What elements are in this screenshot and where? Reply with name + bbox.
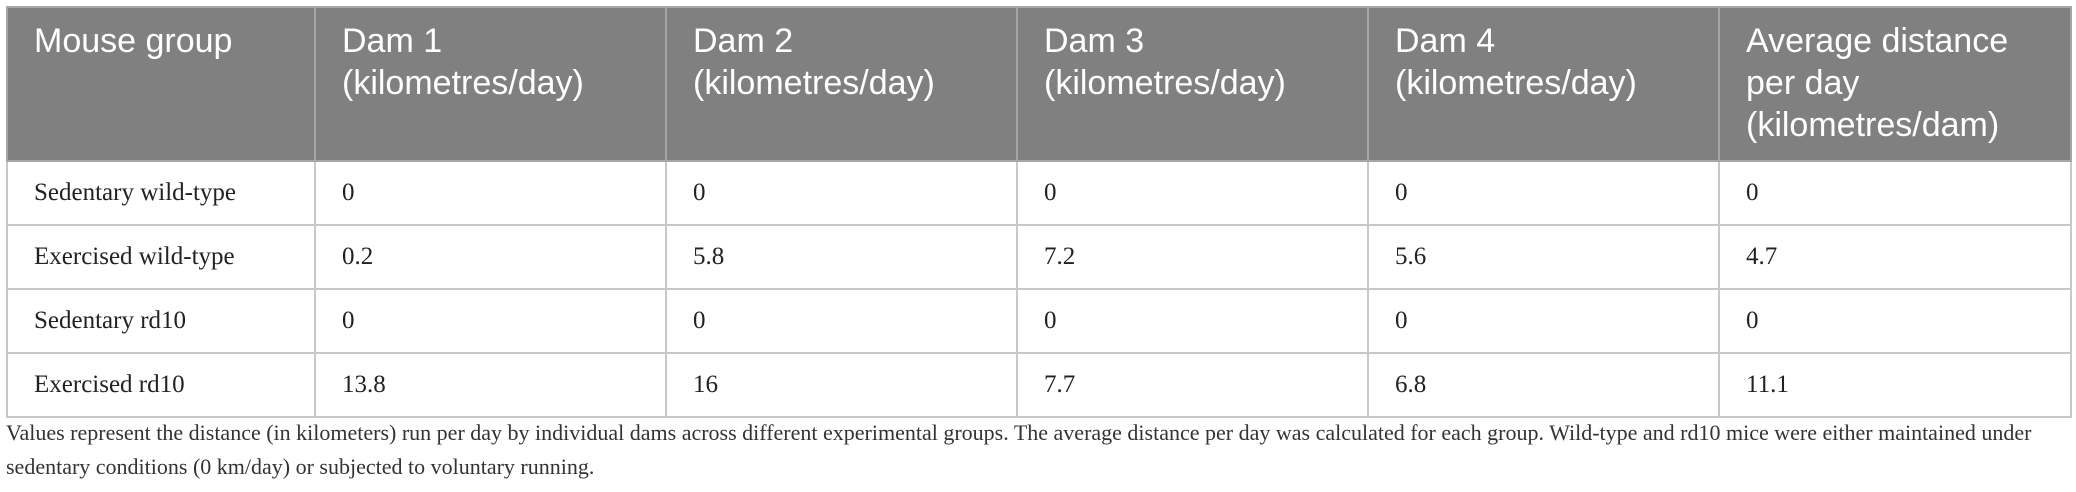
table-row: Exercised wild-type 0.2 5.8 7.2 5.6 4.7 xyxy=(6,224,2072,290)
value-cell: 0 xyxy=(1718,288,2072,354)
header-row: Mouse group Dam 1 (kilometres/day) Dam 2… xyxy=(6,6,2072,162)
value-cell: 0 xyxy=(314,160,667,226)
data-table: Mouse group Dam 1 (kilometres/day) Dam 2… xyxy=(6,6,2072,418)
value-cell: 7.2 xyxy=(1016,224,1369,290)
table-row: Sedentary rd10 0 0 0 0 0 xyxy=(6,288,2072,354)
value-cell: 5.8 xyxy=(665,224,1018,290)
value-cell: 13.8 xyxy=(314,352,667,418)
header-cell-dam-1: Dam 1 (kilometres/day) xyxy=(314,6,667,162)
table-row: Exercised rd10 13.8 16 7.7 6.8 11.1 xyxy=(6,352,2072,418)
header-cell-dam-3: Dam 3 (kilometres/day) xyxy=(1016,6,1369,162)
row-label-cell: Sedentary rd10 xyxy=(6,288,316,354)
value-cell: 0 xyxy=(1367,160,1720,226)
value-cell: 0 xyxy=(665,288,1018,354)
header-cell-mouse-group: Mouse group xyxy=(6,6,316,162)
value-cell: 0 xyxy=(314,288,667,354)
value-cell: 0 xyxy=(1016,288,1369,354)
table-footnote: Values represent the distance (in kilome… xyxy=(6,420,2032,479)
value-cell: 5.6 xyxy=(1367,224,1720,290)
value-cell: 0.2 xyxy=(314,224,667,290)
value-cell: 0 xyxy=(1016,160,1369,226)
table-body: Sedentary wild-type 0 0 0 0 0 Exercised … xyxy=(6,160,2072,418)
value-cell: 11.1 xyxy=(1718,352,2072,418)
data-table-container: Mouse group Dam 1 (kilometres/day) Dam 2… xyxy=(6,6,2072,418)
header-cell-dam-4: Dam 4 (kilometres/day) xyxy=(1367,6,1720,162)
header-cell-dam-2: Dam 2 (kilometres/day) xyxy=(665,6,1018,162)
value-cell: 4.7 xyxy=(1718,224,2072,290)
value-cell: 6.8 xyxy=(1367,352,1720,418)
table-row: Sedentary wild-type 0 0 0 0 0 xyxy=(6,160,2072,226)
value-cell: 0 xyxy=(665,160,1018,226)
value-cell: 0 xyxy=(1367,288,1720,354)
row-label-cell: Sedentary wild-type xyxy=(6,160,316,226)
value-cell: 16 xyxy=(665,352,1018,418)
row-label-cell: Exercised wild-type xyxy=(6,224,316,290)
table-header: Mouse group Dam 1 (kilometres/day) Dam 2… xyxy=(6,6,2072,162)
value-cell: 7.7 xyxy=(1016,352,1369,418)
header-cell-average-distance: Average distance per day (kilometres/dam… xyxy=(1718,6,2072,162)
value-cell: 0 xyxy=(1718,160,2072,226)
row-label-cell: Exercised rd10 xyxy=(6,352,316,418)
